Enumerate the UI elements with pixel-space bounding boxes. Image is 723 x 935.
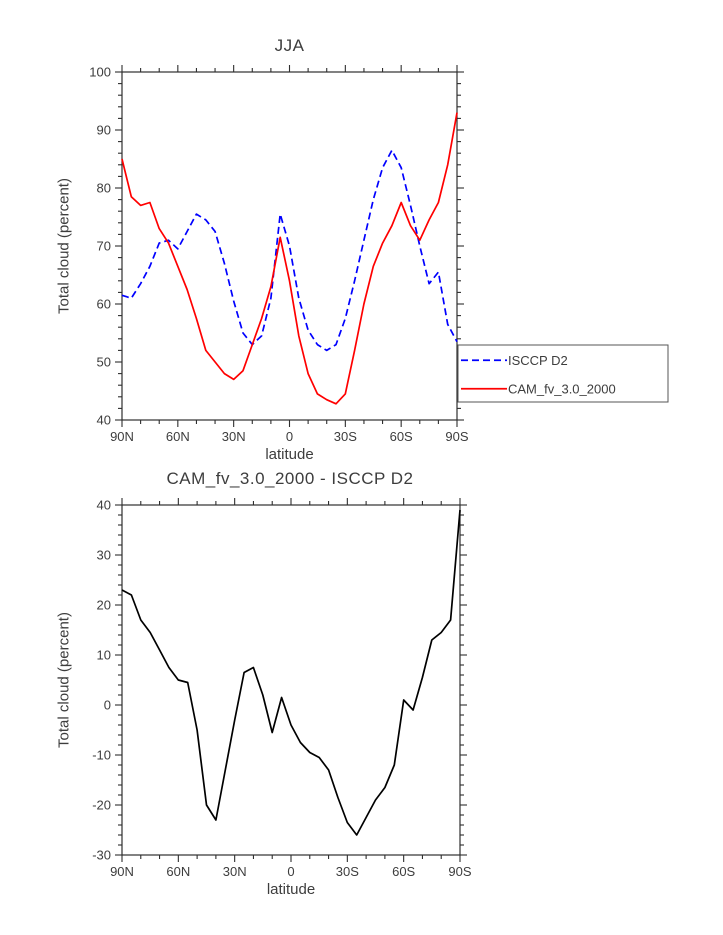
y-axis-label-bottom: Total cloud (percent) [55,612,73,748]
chart-svg-1: -30 -20 -10 0 10 20 30 40 90N 60N 30N 0 30S 60S 90S [92,498,472,880]
legend-box [457,344,669,403]
series-line-cam-fv-3-0-2000 [121,112,458,405]
x-tick-label: 0 [286,429,293,444]
series-line-cam-fv-3-0-2000-isccp-d2 [121,509,461,836]
y-tick-label: 10 [97,648,111,663]
plot-frame [121,71,458,421]
chart-title-difference: CAM_fv_3.0_2000 - ISCCP D2 [166,469,414,488]
x-tick-label: 30S [336,864,359,879]
x-tick-label: 90N [110,429,134,444]
chart-title-jja: JJA [274,36,305,55]
x-axis-label-bottom: latitude [266,881,316,898]
x-tick-label: 60S [390,429,413,444]
y-tick-label: 40 [97,498,111,513]
x-tick-label: 90S [448,864,471,879]
jja-total-cloud-chart: 40 50 60 70 80 90 100 90N 60N 30N 0 30S 60S 90S ISCCP … [0,0,723,465]
x-tick-label: 0 [287,864,294,879]
y-tick-label: 60 [97,297,111,312]
x-tick-label: 90N [110,864,134,879]
legend-label-cam-fv-3-0-2000: CAM_fv_3.0_2000 [508,381,616,396]
y-axis-label-top: Total cloud (percent) [55,178,73,314]
y-tick-label: 40 [97,413,111,428]
y-tick-label: -20 [92,798,111,813]
y-tick-label: 20 [97,598,111,613]
legend-label-isccp-d2: ISCCP D2 [508,353,568,368]
series-line-isccp-d2 [121,149,458,352]
plot-frame [121,504,461,856]
x-tick-label: 60S [392,864,415,879]
axes [115,498,467,862]
chart-svg-0: 40 50 60 70 80 90 100 90N 60N 30N 0 30S 60S 90S ISCCP … [89,65,669,444]
y-tick-label: 90 [97,123,111,138]
y-tick-label: 30 [97,548,111,563]
y-tick-label: -30 [92,848,111,863]
x-tick-label: 30S [334,429,357,444]
y-tick-label: 50 [97,355,111,370]
legend: ISCCP D2 CAM_fv_3.0_2000 [457,344,669,403]
y-tick-label: -10 [92,748,111,763]
x-tick-label: 60N [166,864,190,879]
axes [115,65,464,427]
x-axis-label-top: latitude [265,446,314,463]
difference-total-cloud-chart: -30 -20 -10 0 10 20 30 40 90N 60N 30N 0 30S 60S 90S [0,465,723,935]
y-tick-label: 0 [104,698,111,713]
y-tick-label: 100 [89,65,111,80]
x-tick-label: 30N [223,864,247,879]
y-tick-label: 70 [97,239,111,254]
x-tick-label: 30N [222,429,246,444]
x-tick-label: 60N [166,429,190,444]
y-tick-label: 80 [97,181,111,196]
x-tick-label: 90S [445,429,468,444]
